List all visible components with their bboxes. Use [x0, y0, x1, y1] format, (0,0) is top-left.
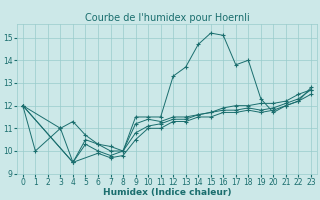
X-axis label: Humidex (Indice chaleur): Humidex (Indice chaleur): [103, 188, 231, 197]
Text: Courbe de l'humidex pour Hoernli: Courbe de l'humidex pour Hoernli: [84, 13, 249, 23]
